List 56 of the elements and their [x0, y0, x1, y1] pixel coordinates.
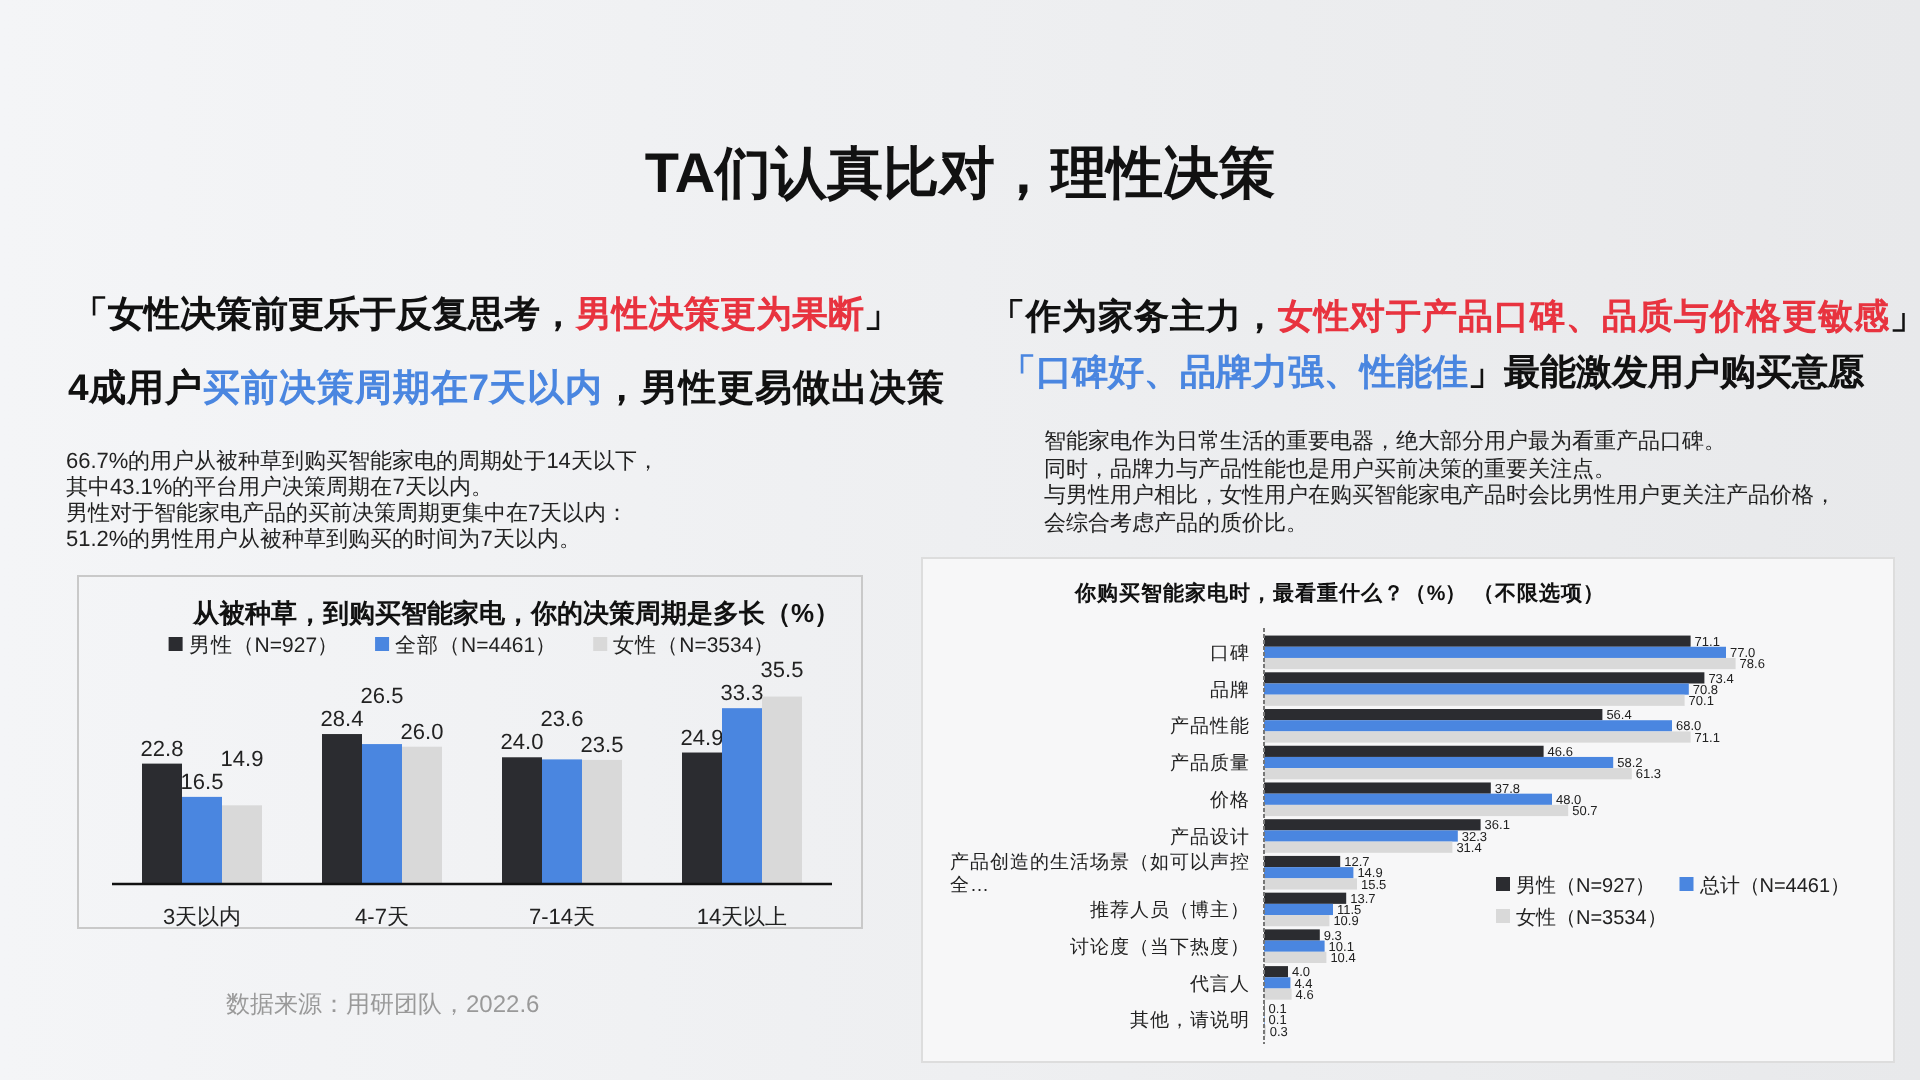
- y-tick-label: 产品设计: [1170, 824, 1250, 849]
- y-tick-label: 产品创造的生活场景（如可以声控全…: [950, 849, 1250, 897]
- text: 买前决策周期在7天以内: [202, 366, 604, 408]
- text: 智能家电作为日常生活的重要电器，绝大部分用户最为看重产品口碑。: [1044, 428, 1726, 454]
- legend-label: 全部（N=4461）: [395, 632, 558, 658]
- text: 男性对于智能家电产品的买前决策周期更集中在7天以内：: [66, 500, 629, 526]
- y-tick-label: 品牌: [1210, 677, 1250, 702]
- legend-label: 女性（N=3534）: [613, 634, 776, 658]
- text: 男性决策更为果断: [574, 294, 864, 334]
- text: 」最能激发用户购买意愿: [1468, 352, 1866, 392]
- y-tick-label: 口碑: [1210, 641, 1250, 666]
- text: 会综合考虑产品的质价比。: [1044, 510, 1308, 536]
- data-label: 35.5: [760, 659, 804, 684]
- y-tick-label: 其他，请说明: [1130, 1008, 1250, 1033]
- text: 「作为家务主力，: [990, 296, 1278, 336]
- legend-label: 男性（N=927）: [1516, 874, 1656, 898]
- data-label: 24.0: [500, 731, 544, 756]
- data-label: 22.8: [140, 737, 184, 762]
- x-tick-label: 14天以上: [696, 904, 788, 930]
- y-tick-label: 推荐人员（博主）: [1090, 898, 1250, 923]
- text: 4成用户: [68, 366, 203, 408]
- text: 「女性决策前更乐于反复思考，: [72, 294, 576, 334]
- y-tick-label: 价格: [1208, 787, 1250, 812]
- legend-label: 女性（N=3534）: [1516, 906, 1667, 930]
- y-tick-label: 产品性能: [1170, 714, 1250, 739]
- text: 女性对于产品口碑、品质与价格更敏感: [1276, 296, 1892, 336]
- data-label: 23.6: [540, 708, 584, 733]
- text: 其中43.1%的平台用户决策周期在7天以内。: [66, 474, 493, 500]
- text: 」: [864, 294, 900, 334]
- text: 51.2%的男性用户从被种草到购买的时间为7天以内。: [66, 526, 581, 552]
- x-tick-label: 7-14天: [528, 906, 596, 930]
- x-tick-label: 3天以内: [162, 904, 242, 930]
- text: ，男性更易做出决策: [603, 366, 946, 408]
- data-label: 26.5: [360, 685, 404, 710]
- data-label: 23.5: [580, 733, 624, 758]
- y-tick-label: 代言人: [1188, 971, 1250, 996]
- chart-title: 从被种草，到购买智能家电，你的决策周期是多长（%）: [190, 598, 840, 628]
- data-label: 14.9: [220, 747, 264, 772]
- y-tick-label: 讨论度（当下热度）: [1070, 934, 1250, 959]
- y-tick-label: 产品质量: [1170, 751, 1250, 776]
- x-tick-label: 4-7天: [355, 906, 409, 930]
- data-label: 28.4: [320, 708, 364, 733]
- chart-title: 你购买智能家电时，最看重什么？（%） （不限选项）: [1072, 580, 1606, 606]
- data-label: 16.5: [180, 770, 224, 795]
- text: 与男性用户相比，女性用户在购买智能家电产品时会比男性用户更关注产品价格，: [1044, 482, 1836, 508]
- legend-label: 男性（N=927）: [188, 634, 340, 658]
- source-note: 数据来源：用研团队，2022.6: [226, 990, 541, 1018]
- data-label: 33.3: [720, 682, 764, 707]
- text: 同时，品牌力与产品性能也是用户买前决策的重要关注点。: [1044, 456, 1616, 482]
- text: TA们认真比对，理性决策: [644, 142, 1276, 204]
- data-label: 24.9: [680, 726, 724, 751]
- legend-label: 总计（N=4461）: [1697, 874, 1851, 898]
- text: 」: [1890, 296, 1920, 336]
- data-label: 26.0: [400, 720, 444, 745]
- text: 「口碑好、品牌力强、性能佳: [1000, 352, 1468, 392]
- text: 66.7%的用户从被种草到购买智能家电的周期处于14天以下，: [66, 448, 659, 474]
